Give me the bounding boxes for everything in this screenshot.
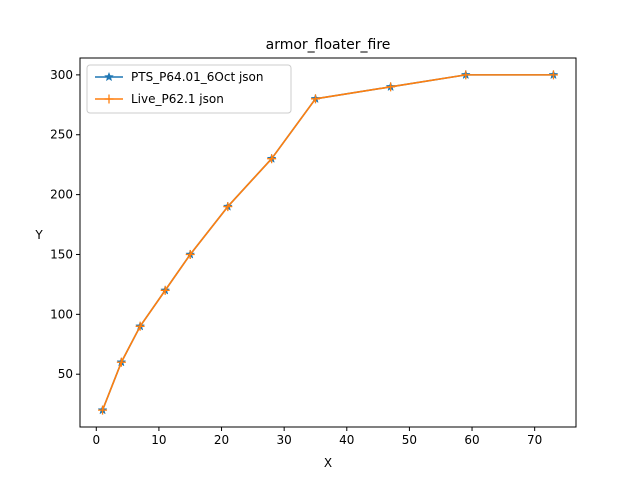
chart-title: armor_floater_fire [266, 37, 391, 53]
legend-box [86, 64, 292, 114]
legend-label: Live_P62.1 json [131, 92, 224, 106]
y-axis-label: Y [34, 228, 43, 242]
y-tick-label: 100 [50, 307, 73, 321]
y-tick-label: 200 [50, 188, 73, 202]
x-axis: 0 10 20 30 40 50 60 70 [92, 427, 542, 447]
plus-marker [386, 82, 396, 92]
plus-marker [267, 154, 277, 164]
plus-marker [310, 94, 320, 104]
x-tick-label: 0 [92, 433, 100, 447]
x-tick-label: 50 [402, 433, 417, 447]
x-tick-label: 30 [277, 433, 292, 447]
series-layer [97, 69, 559, 415]
x-tick-label: 20 [214, 433, 229, 447]
y-tick-label: 250 [50, 128, 73, 142]
x-tick-label: 40 [339, 433, 354, 447]
plus-marker [104, 94, 114, 104]
y-axis: 50 100 150 200 250 300 [50, 68, 80, 381]
x-tick-label: 60 [464, 433, 479, 447]
plus-marker [160, 285, 170, 295]
plus-marker [461, 70, 471, 80]
x-tick-label: 70 [527, 433, 542, 447]
series-2 [98, 70, 558, 415]
legend: PTS_P64.01_6Oct json Live_P62.1 json [86, 64, 292, 114]
legend-entry: PTS_P64.01_6Oct json [95, 70, 264, 84]
plus-marker [98, 405, 108, 415]
x-axis-label: X [324, 456, 332, 470]
plot-frame [79, 57, 577, 428]
plus-marker [135, 321, 145, 331]
plus-marker [185, 249, 195, 259]
y-tick-label: 300 [50, 68, 73, 82]
star-marker [104, 71, 114, 82]
y-tick-label: 150 [50, 247, 73, 261]
plus-marker [116, 357, 126, 367]
y-tick-label: 50 [58, 367, 73, 381]
legend-label: PTS_P64.01_6Oct json [131, 70, 264, 84]
plus-marker [223, 202, 233, 212]
plus-marker [548, 70, 558, 80]
x-tick-label: 10 [151, 433, 166, 447]
legend-entry: Live_P62.1 json [95, 92, 224, 106]
